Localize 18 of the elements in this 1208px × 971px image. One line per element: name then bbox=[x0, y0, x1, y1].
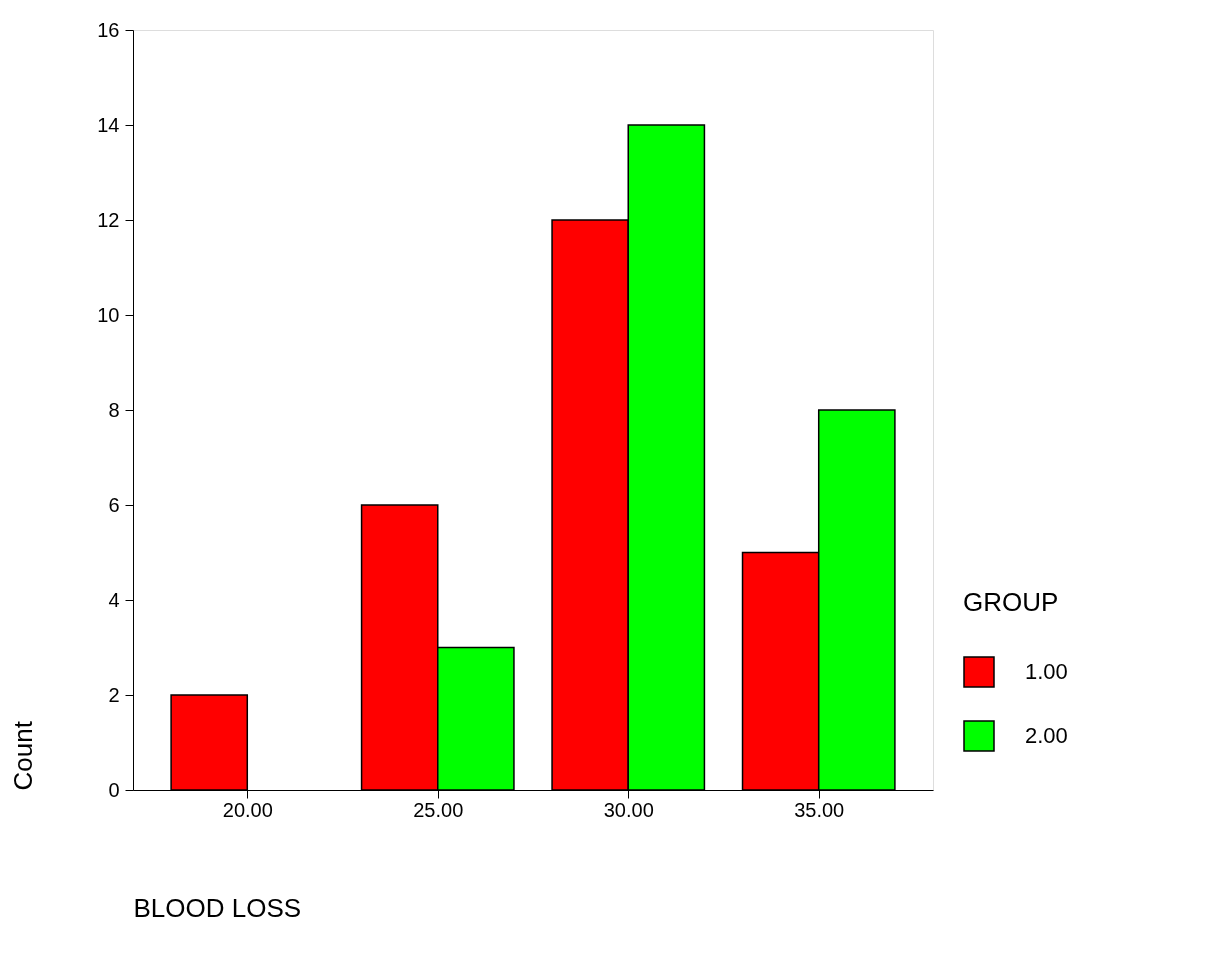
y-tick-label: 4 bbox=[108, 588, 120, 611]
y-tick-label: 16 bbox=[97, 18, 120, 41]
x-tick-label: 20.00 bbox=[222, 798, 273, 821]
y-tick-label: 2 bbox=[108, 683, 120, 706]
legend-title: GROUP bbox=[963, 587, 1059, 617]
x-tick-label: 25.00 bbox=[413, 798, 464, 821]
y-tick-label: 6 bbox=[108, 493, 120, 516]
legend-label: 2.00 bbox=[1025, 723, 1068, 748]
y-tick-label: 0 bbox=[108, 778, 120, 801]
x-tick-label: 35.00 bbox=[794, 798, 845, 821]
y-tick-label: 8 bbox=[108, 398, 120, 421]
y-axis-title: Count bbox=[8, 720, 39, 791]
legend-label: 1.00 bbox=[1025, 659, 1068, 684]
y-tick-label: 12 bbox=[97, 208, 120, 231]
y-tick-label: 14 bbox=[97, 113, 120, 136]
x-axis-title: BLOOD LOSS bbox=[133, 892, 302, 923]
x-tick-label: 30.00 bbox=[603, 798, 654, 821]
y-tick-label: 10 bbox=[97, 303, 120, 326]
